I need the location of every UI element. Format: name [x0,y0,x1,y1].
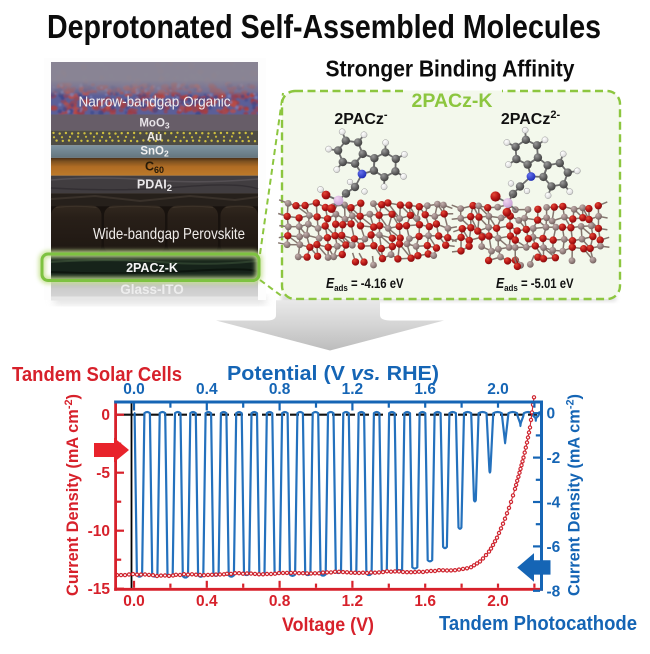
svg-text:Potential (V vs. RHE): Potential (V vs. RHE) [227,363,439,385]
svg-text:Stronger Binding Affinity: Stronger Binding Affinity [326,56,575,82]
svg-text:2PACz-: 2PACz- [334,109,388,128]
svg-text:2PACz-K: 2PACz-K [126,261,178,275]
svg-text:-6: -6 [547,539,561,556]
svg-text:2.0: 2.0 [487,593,509,610]
svg-text:Current Density (mA cm-2): Current Density (mA cm-2) [565,394,584,596]
svg-text:-8: -8 [547,583,561,600]
svg-text:0.8: 0.8 [269,593,291,610]
svg-text:Deprotonated Self-Assembled Mo: Deprotonated Self-Assembled Molecules [47,8,601,45]
svg-text:1.6: 1.6 [414,593,436,610]
svg-text:2PACz-K: 2PACz-K [412,90,493,112]
svg-text:Wide-bandgap Perovskite: Wide-bandgap Perovskite [93,226,245,243]
svg-text:2.0: 2.0 [487,381,509,398]
svg-text:Voltage (V): Voltage (V) [282,615,374,636]
svg-text:Glass-ITO: Glass-ITO [120,282,184,297]
svg-text:Au: Au [147,131,162,143]
svg-text:Tandem Solar Cells: Tandem Solar Cells [12,363,182,386]
svg-text:0: 0 [101,407,110,424]
svg-text:-15: -15 [88,581,111,598]
svg-text:0.4: 0.4 [196,381,218,398]
svg-text:1.2: 1.2 [342,593,364,610]
svg-text:-5: -5 [96,465,110,482]
svg-text:0.4: 0.4 [196,593,218,610]
svg-text:0: 0 [547,406,556,423]
svg-text:Tandem Photocathode: Tandem Photocathode [439,613,637,635]
svg-text:Narrow-bandgap Organic: Narrow-bandgap Organic [79,94,231,111]
svg-text:-4: -4 [547,495,561,512]
svg-text:0.0: 0.0 [123,593,145,610]
svg-text:-10: -10 [88,523,110,540]
svg-text:Current Density (mA cm-2): Current Density (mA cm-2) [63,394,82,596]
svg-text:-2: -2 [547,450,561,467]
